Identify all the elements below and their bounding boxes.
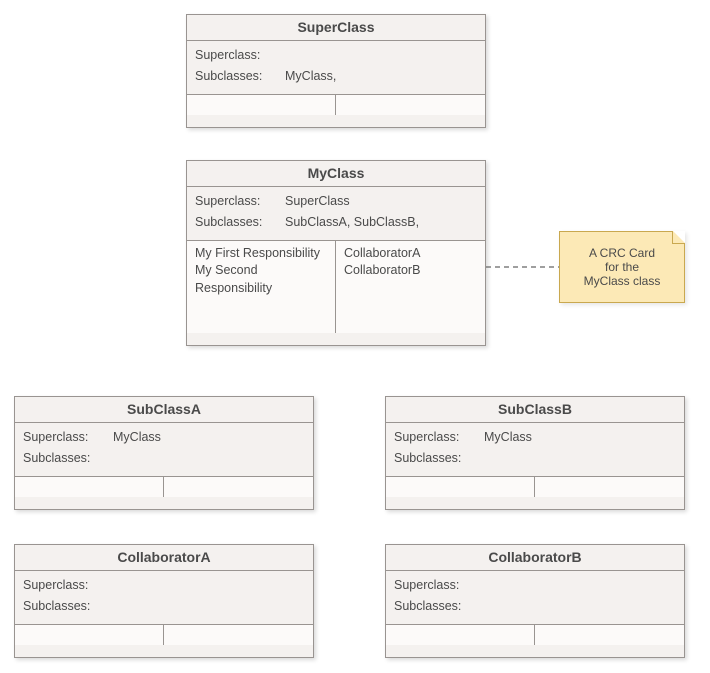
collaborators: CollaboratorA CollaboratorB [336,241,485,333]
crc-card-collaborator-a: CollaboratorA Superclass: Subclasses: [14,544,314,658]
card-body [187,95,485,115]
card-title: MyClass [187,161,485,187]
label-subclasses: Subclasses: [195,212,285,233]
crc-card-collaborator-b: CollaboratorB Superclass: Subclasses: [385,544,685,658]
card-title: CollaboratorA [15,545,313,571]
value-superclass: SuperClass [285,191,350,212]
label-subclasses: Subclasses: [195,66,285,87]
responsibilities [15,625,164,645]
collaborators [535,477,684,497]
responsibilities [386,625,535,645]
responsibilities [386,477,535,497]
card-body [386,625,684,645]
label-superclass: Superclass: [394,427,484,448]
responsibilities [15,477,164,497]
note-fold-icon [672,231,685,244]
note-line: MyClass class [560,274,684,288]
label-superclass: Superclass: [23,575,113,596]
value-subclasses: MyClass, [285,66,336,87]
card-meta: Superclass: Subclasses: MyClass, [187,41,485,95]
label-superclass: Superclass: [394,575,484,596]
label-superclass: Superclass: [23,427,113,448]
note-line: A CRC Card [560,246,684,260]
collaborators [336,95,485,115]
label-superclass: Superclass: [195,45,285,66]
label-subclasses: Subclasses: [394,448,484,469]
responsibility-item: My Second Responsibility [195,262,327,297]
value-subclasses: SubClassA, SubClassB, [285,212,419,233]
card-title: SubClassB [386,397,684,423]
collaborators [535,625,684,645]
crc-card-myclass: MyClass Superclass: SuperClass Subclasse… [186,160,486,346]
card-title: CollaboratorB [386,545,684,571]
card-meta: Superclass: Subclasses: [386,571,684,625]
responsibility-item: My First Responsibility [195,245,327,263]
label-subclasses: Subclasses: [23,448,113,469]
label-subclasses: Subclasses: [23,596,113,617]
card-title: SuperClass [187,15,485,41]
value-superclass: MyClass [113,427,161,448]
note-line: for the [560,260,684,274]
collaborator-item: CollaboratorB [344,262,477,280]
card-body [386,477,684,497]
diagram-canvas: SuperClass Superclass: Subclasses: MyCla… [0,0,710,673]
card-meta: Superclass: SuperClass Subclasses: SubCl… [187,187,485,241]
crc-card-subclass-b: SubClassB Superclass: MyClass Subclasses… [385,396,685,510]
label-superclass: Superclass: [195,191,285,212]
crc-note: A CRC Card for the MyClass class [559,231,685,303]
crc-card-subclass-a: SubClassA Superclass: MyClass Subclasses… [14,396,314,510]
responsibilities [187,95,336,115]
card-body: My First Responsibility My Second Respon… [187,241,485,333]
label-subclasses: Subclasses: [394,596,484,617]
collaborator-item: CollaboratorA [344,245,477,263]
card-meta: Superclass: Subclasses: [15,571,313,625]
crc-card-superclass: SuperClass Superclass: Subclasses: MyCla… [186,14,486,128]
card-title: SubClassA [15,397,313,423]
responsibilities: My First Responsibility My Second Respon… [187,241,336,333]
value-superclass: MyClass [484,427,532,448]
card-meta: Superclass: MyClass Subclasses: [15,423,313,477]
card-meta: Superclass: MyClass Subclasses: [386,423,684,477]
collaborators [164,477,313,497]
collaborators [164,625,313,645]
card-body [15,625,313,645]
card-body [15,477,313,497]
